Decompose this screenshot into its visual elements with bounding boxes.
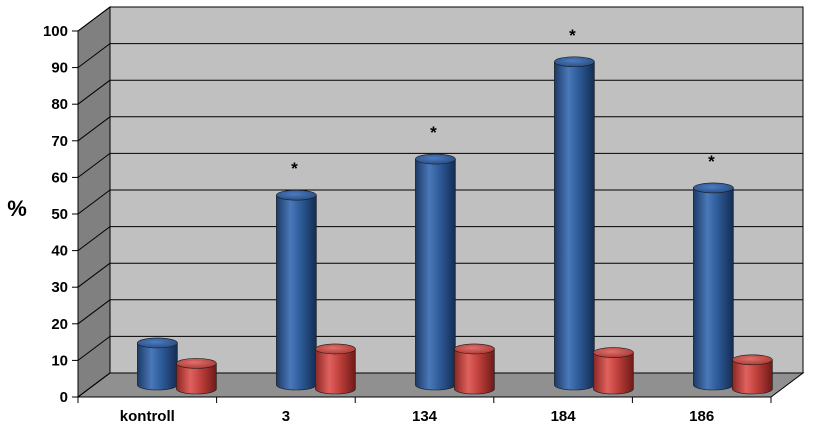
- gridline-diagonal: [77, 79, 111, 105]
- significance-star: *: [430, 123, 437, 142]
- y-tick-label: 90: [51, 60, 68, 77]
- bar-series1-0: [137, 337, 178, 391]
- bar-series1-4: [693, 182, 734, 391]
- significance-star: *: [708, 152, 715, 171]
- y-axis: 0 10 20 30 40 50 60 70 80 90 100: [43, 23, 79, 406]
- significance-star: *: [569, 26, 576, 45]
- x-tick-label: 3: [282, 408, 290, 425]
- y-tick-label: 80: [51, 96, 68, 113]
- y-tick-label: 30: [51, 279, 68, 296]
- y-tick-label: 50: [51, 206, 68, 223]
- y-tick-label: 60: [51, 169, 68, 186]
- significance-star: *: [291, 159, 298, 178]
- gridline-diagonal: [77, 189, 111, 215]
- bar-series2-1: [315, 343, 356, 395]
- gridline-diagonal: [77, 226, 111, 252]
- bar-series2-2: [454, 343, 495, 395]
- bar-series1-3: [554, 56, 595, 391]
- y-tick-label: 100: [43, 23, 68, 40]
- x-tick-label: 184: [551, 408, 577, 425]
- bar-series2-0: [176, 358, 217, 395]
- gridline-diagonal: [77, 372, 111, 398]
- x-axis: kontroll 3 134 184 186: [77, 396, 772, 425]
- gridline-diagonal: [77, 299, 111, 325]
- x-tick-label: 134: [412, 408, 438, 425]
- gridline-diagonal: [77, 152, 111, 178]
- gridline-diagonal: [77, 335, 111, 361]
- annotations: * * * *: [291, 26, 715, 178]
- gridline-diagonal: [77, 262, 111, 288]
- gridline-diagonal: [77, 6, 111, 32]
- y-tick-label: 20: [51, 316, 68, 333]
- bar-series2-4: [732, 354, 773, 395]
- x-tick-label: kontroll: [120, 408, 175, 425]
- bar-series1-2: [415, 153, 456, 391]
- bar-series1-1: [276, 189, 317, 391]
- bars: [137, 56, 773, 395]
- y-tick-label: 70: [51, 133, 68, 150]
- x-tick-label: 186: [689, 408, 714, 425]
- gridline-diagonal: [77, 43, 111, 68]
- bar-series2-3: [593, 347, 634, 395]
- y-tick-label: 10: [51, 352, 68, 369]
- y-axis-label: %: [7, 196, 27, 221]
- gridline-diagonal: [77, 116, 111, 142]
- y-tick-label: 40: [51, 243, 68, 260]
- y-tick-label: 0: [60, 389, 68, 406]
